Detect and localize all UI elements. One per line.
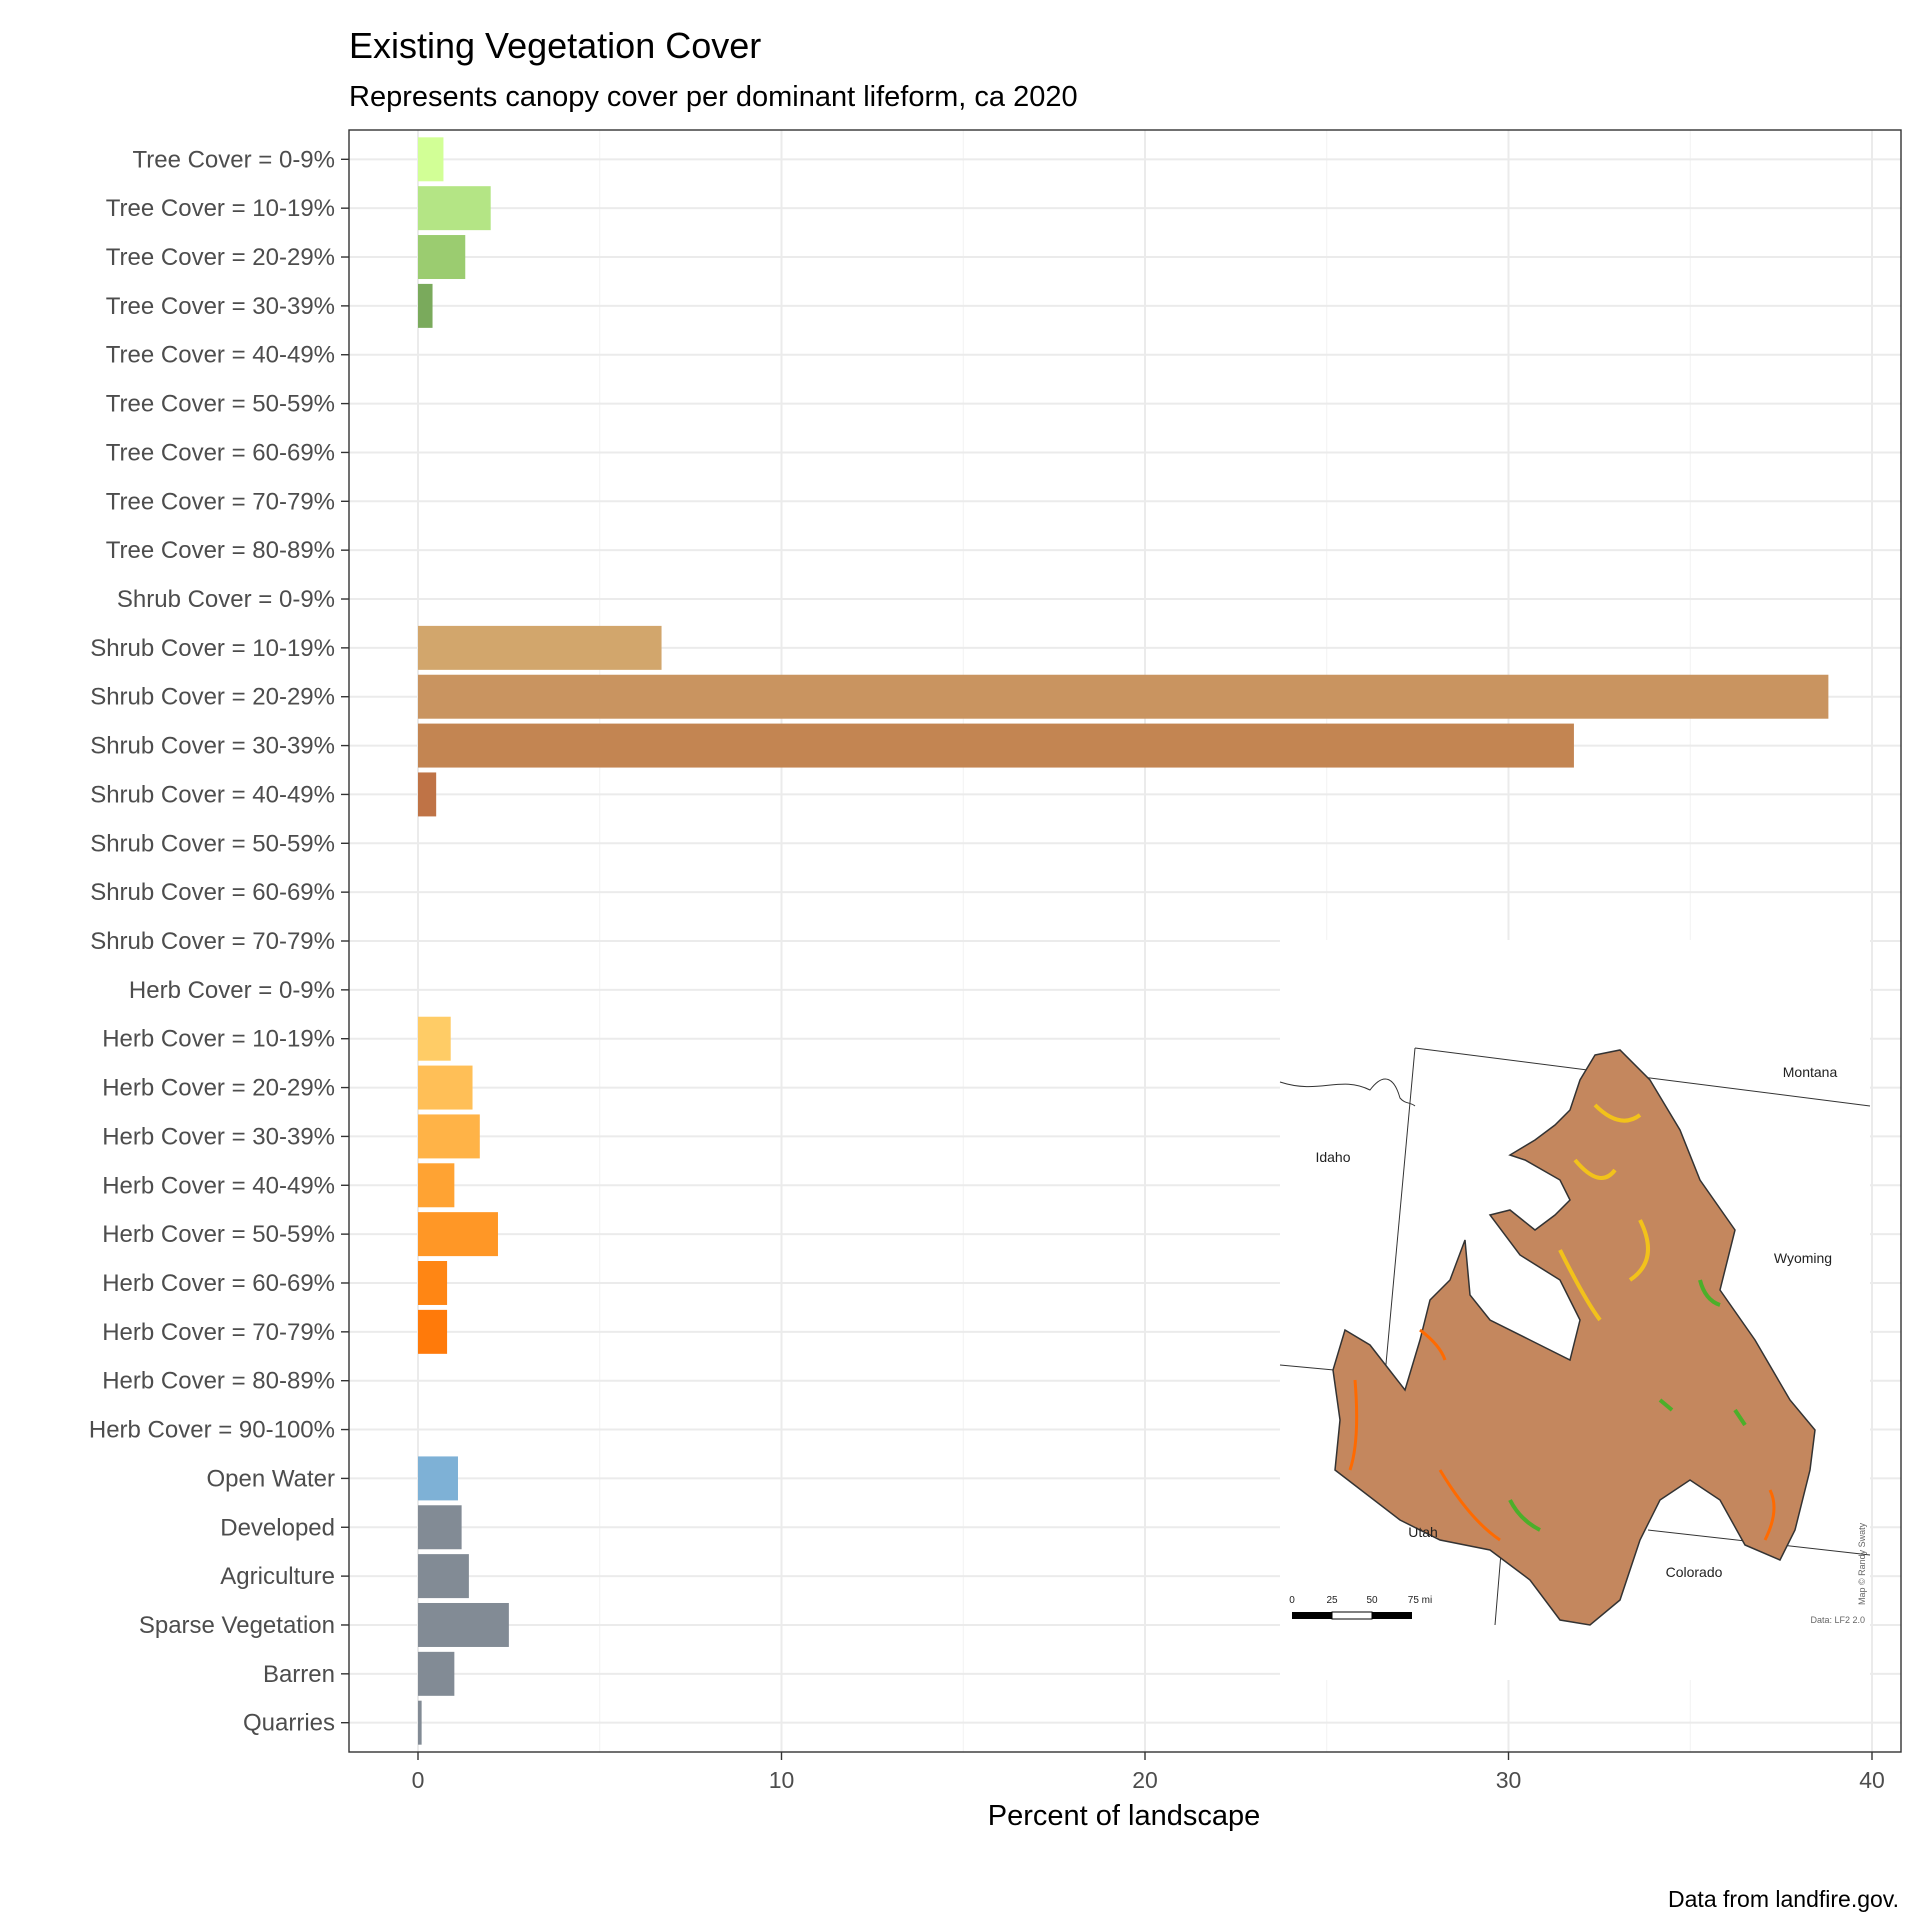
bar: [418, 1651, 455, 1696]
x-tick-label: 0: [412, 1767, 425, 1793]
map-label-wyoming: Wyoming: [1774, 1250, 1832, 1266]
y-tick-label: Tree Cover = 80-89%: [106, 537, 335, 564]
y-tick-label: Barren: [263, 1661, 335, 1688]
y-tick-label: Herb Cover = 80-89%: [102, 1368, 335, 1395]
y-tick-label: Shrub Cover = 10-19%: [90, 635, 335, 662]
bar: [418, 1602, 509, 1647]
y-tick-label: Shrub Cover = 20-29%: [90, 684, 335, 711]
bar: [418, 1700, 422, 1745]
map-label-montana: Montana: [1783, 1064, 1838, 1080]
map-label-utah: Utah: [1408, 1524, 1438, 1540]
x-tick-label: 40: [1859, 1767, 1885, 1793]
x-tick-label: 20: [1132, 1767, 1158, 1793]
y-tick-label: Herb Cover = 40-49%: [102, 1172, 335, 1199]
scale-tick-0: 0: [1289, 1595, 1295, 1606]
bar: [418, 1163, 455, 1208]
map-label-idaho: Idaho: [1315, 1149, 1350, 1165]
y-tick-label: Developed: [220, 1514, 335, 1541]
herb-patches: [1558, 1103, 1650, 1322]
bar: [418, 235, 466, 280]
shrub-patches: [1348, 1328, 1776, 1542]
bar: [418, 1065, 473, 1110]
scale-bar: 0 25 50 75 mi: [1289, 1595, 1432, 1620]
y-tick-label: Herb Cover = 10-19%: [102, 1026, 335, 1053]
bar: [418, 1016, 451, 1061]
tree-patches: [1508, 1279, 1747, 1532]
bar: [418, 283, 433, 328]
bar: [418, 625, 662, 670]
bar: [418, 1212, 498, 1257]
x-tick-label: 10: [769, 1767, 795, 1793]
x-tick-label: 30: [1496, 1767, 1522, 1793]
y-tick-label: Herb Cover = 70-79%: [102, 1319, 335, 1346]
map-data-note: Data: LF2 2.0: [1810, 1615, 1865, 1625]
bar: [418, 674, 1829, 719]
y-tick-label: Shrub Cover = 70-79%: [90, 928, 335, 955]
y-tick-label: Shrub Cover = 40-49%: [90, 781, 335, 808]
state-border-idaho-wyoming: [1384, 1047, 1416, 1376]
y-tick-label: Herb Cover = 30-39%: [102, 1123, 335, 1150]
state-border-idaho-montana: [1279, 1078, 1416, 1107]
bar: [418, 1309, 448, 1354]
y-tick-label: Herb Cover = 50-59%: [102, 1221, 335, 1248]
y-tick-label: Tree Cover = 0-9%: [132, 146, 335, 173]
bar: [418, 1114, 480, 1159]
y-tick-label: Tree Cover = 60-69%: [106, 439, 335, 466]
y-tick-label: Herb Cover = 60-69%: [102, 1270, 335, 1297]
map-label-colorado: Colorado: [1666, 1564, 1723, 1580]
bar: [418, 1456, 458, 1501]
y-tick-label: Tree Cover = 20-29%: [106, 244, 335, 271]
map-credit: Map © Randy Swaty: [1857, 1522, 1867, 1605]
x-axis: 0 10 20 30 40: [412, 1752, 1885, 1793]
y-tick-label: Tree Cover = 40-49%: [106, 342, 335, 369]
y-tick-label: Tree Cover = 30-39%: [106, 293, 335, 320]
bar: [418, 186, 491, 231]
bar: [418, 137, 444, 182]
scale-tick-50: 50: [1366, 1595, 1378, 1606]
bar: [418, 723, 1574, 768]
bar: [418, 772, 437, 817]
y-tick-label: Herb Cover = 20-29%: [102, 1075, 335, 1102]
y-tick-label: Herb Cover = 0-9%: [129, 977, 335, 1004]
inset-map: Montana Idaho Wyoming Utah Colorado 0 25…: [1279, 940, 1871, 1680]
bar: [418, 1261, 448, 1305]
bars: [418, 137, 1829, 1745]
y-axis: Tree Cover = 0-9% Tree Cover = 10-19% Tree…: [89, 146, 349, 1737]
chart-subtitle: Represents canopy cover per dominant lif…: [349, 81, 1078, 113]
scale-tick-25: 25: [1326, 1595, 1338, 1606]
bar: [418, 1554, 469, 1599]
y-tick-label: Agriculture: [220, 1563, 335, 1590]
y-tick-label: Tree Cover = 70-79%: [106, 488, 335, 515]
bar: [418, 1505, 462, 1550]
caption: Data from landfire.gov.: [1668, 1886, 1899, 1912]
y-tick-label: Shrub Cover = 60-69%: [90, 879, 335, 906]
y-tick-label: Tree Cover = 10-19%: [106, 195, 335, 222]
y-tick-label: Shrub Cover = 30-39%: [90, 733, 335, 760]
region-shape: [1332, 1049, 1816, 1626]
y-tick-label: Herb Cover = 90-100%: [89, 1417, 335, 1444]
x-axis-label: Percent of landscape: [988, 1800, 1260, 1832]
y-tick-label: Shrub Cover = 0-9%: [117, 586, 335, 613]
y-tick-label: Quarries: [243, 1710, 335, 1737]
scale-tick-75: 75 mi: [1408, 1595, 1432, 1606]
y-tick-label: Shrub Cover = 50-59%: [90, 830, 335, 857]
chart-title: Existing Vegetation Cover: [349, 25, 761, 66]
y-tick-label: Sparse Vegetation: [139, 1612, 335, 1639]
y-tick-label: Tree Cover = 50-59%: [106, 391, 335, 418]
y-tick-label: Open Water: [207, 1465, 336, 1492]
